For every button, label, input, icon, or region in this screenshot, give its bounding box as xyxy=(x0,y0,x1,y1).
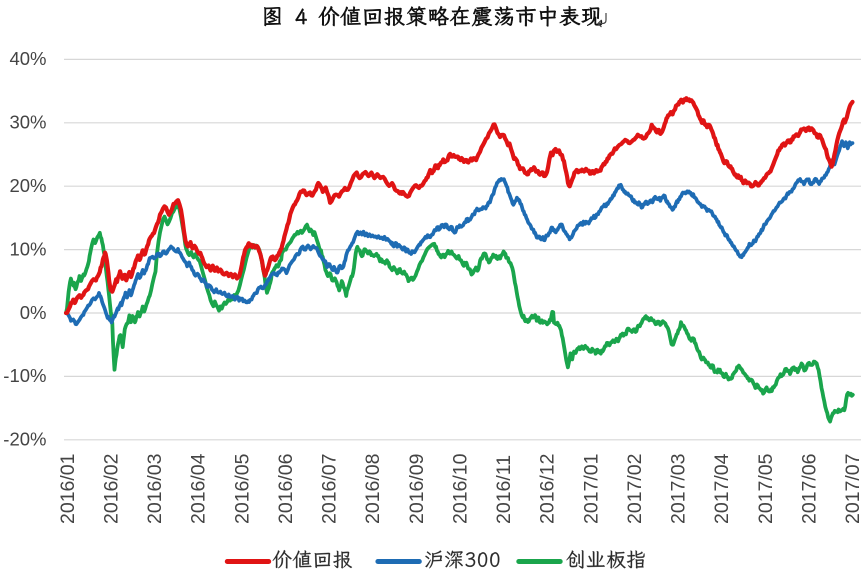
svg-text:2016/06: 2016/06 xyxy=(275,454,297,525)
svg-text:2016/08: 2016/08 xyxy=(362,454,384,525)
svg-text:2016/10: 2016/10 xyxy=(449,453,471,524)
svg-text:2016/04: 2016/04 xyxy=(188,453,210,524)
svg-text:2016/01: 2016/01 xyxy=(57,454,79,525)
svg-text:2016/12: 2016/12 xyxy=(537,454,559,525)
svg-text:2017/03: 2017/03 xyxy=(668,454,690,525)
svg-text:2016/03: 2016/03 xyxy=(144,454,166,525)
svg-text:30%: 30% xyxy=(9,112,46,133)
svg-text:10%: 10% xyxy=(9,238,46,259)
svg-text:2017/07: 2017/07 xyxy=(842,454,864,525)
svg-text:40%: 40% xyxy=(9,48,46,69)
svg-text:0%: 0% xyxy=(20,302,47,323)
svg-text:2016/02: 2016/02 xyxy=(100,454,122,525)
svg-text:-20%: -20% xyxy=(3,429,46,450)
svg-text:2017/01: 2017/01 xyxy=(580,454,602,525)
svg-text:2017/05: 2017/05 xyxy=(755,453,777,524)
svg-text:2017/06: 2017/06 xyxy=(799,454,821,525)
svg-text:2016/05: 2016/05 xyxy=(231,453,253,524)
svg-text:2017/04: 2017/04 xyxy=(711,453,733,524)
svg-text:20%: 20% xyxy=(9,175,46,196)
svg-text:2017/02: 2017/02 xyxy=(624,454,646,525)
svg-text:2016/09: 2016/09 xyxy=(406,454,428,525)
svg-text:-10%: -10% xyxy=(3,365,46,386)
svg-text:2016/11: 2016/11 xyxy=(493,455,515,524)
svg-text:2016/07: 2016/07 xyxy=(319,454,341,525)
